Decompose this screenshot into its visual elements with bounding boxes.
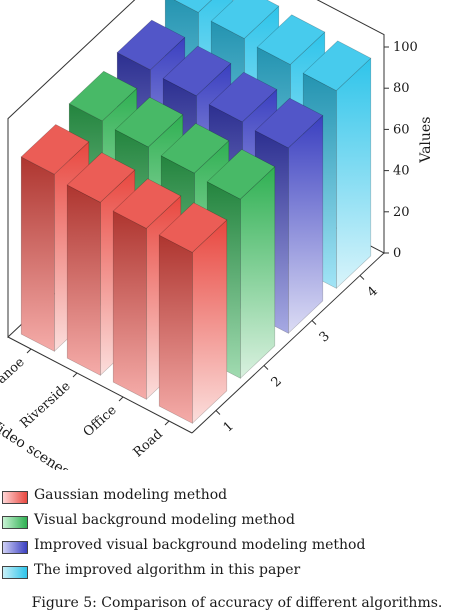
y-tick-label: Canoe	[0, 355, 28, 394]
x-axis-line	[191, 252, 385, 434]
x-tick-label: 3	[317, 329, 333, 346]
z-tick-label: 0	[393, 246, 401, 261]
legend-label: Gaussian modeling method	[34, 487, 228, 503]
x-tick	[215, 410, 221, 415]
z-tick-label: 20	[393, 205, 410, 220]
chart-bars	[20, 0, 372, 424]
figure-caption: Figure 5: Comparison of accuracy of diff…	[31, 595, 443, 611]
z-axis-title: Values	[418, 117, 434, 164]
y-tick	[26, 348, 32, 354]
x-tick	[263, 365, 269, 370]
y-tick	[164, 420, 170, 426]
legend-item-gaussian: Gaussian modeling method	[0, 486, 474, 508]
legend-label: The improved algorithm in this paper	[34, 562, 301, 578]
legend-item-improved-algorithm: The improved algorithm in this paper	[0, 561, 474, 583]
legend-swatch	[2, 516, 28, 529]
y-tick-label: Office	[81, 403, 120, 440]
legend-swatch	[2, 491, 28, 504]
legend-swatch	[2, 566, 28, 579]
legend-label: Improved visual background modeling meth…	[34, 537, 366, 553]
y-tick	[118, 396, 124, 402]
z-tick-label: 60	[393, 122, 410, 137]
x-tick-label: 2	[269, 374, 285, 391]
legend-swatch	[2, 541, 28, 554]
z-tick-label: 100	[393, 40, 418, 55]
y-axis-title: Video scenes	[0, 416, 72, 470]
y-tick	[72, 372, 78, 378]
x-tick	[311, 320, 317, 325]
x-tick-label: 1	[221, 419, 237, 436]
z-tick-label: 80	[393, 81, 410, 96]
x-tick-label: 4	[365, 284, 381, 301]
legend-item-improved-visual-background: Improved visual background modeling meth…	[0, 536, 474, 558]
legend-label: Visual background modeling method	[34, 512, 295, 528]
y-tick-label: Riverside	[18, 379, 74, 432]
legend-item-visual-background: Visual background modeling method	[0, 511, 474, 533]
bar-1-road	[158, 202, 228, 424]
y-tick-label: Road	[131, 427, 166, 461]
x-tick	[359, 275, 365, 280]
y-axis-line	[7, 336, 193, 434]
z-tick-label: 40	[393, 164, 410, 179]
